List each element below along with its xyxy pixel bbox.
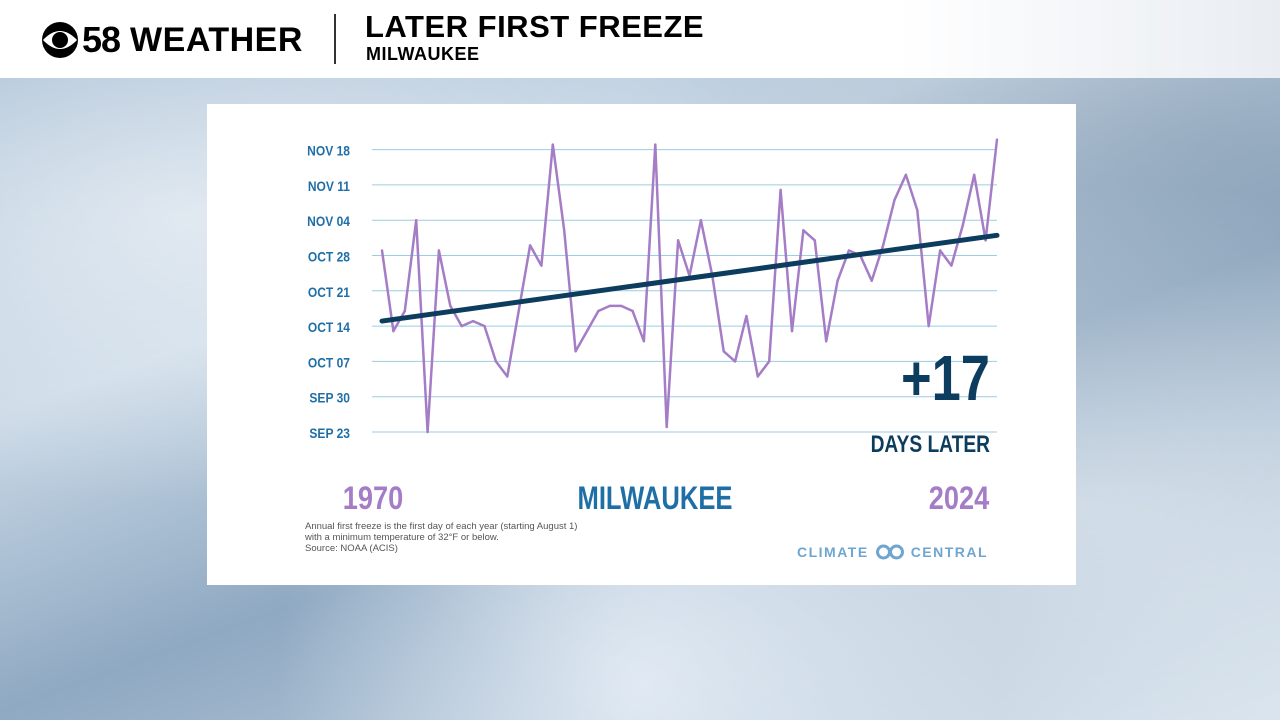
footnote-line: Annual first freeze is the first day of … — [305, 521, 578, 532]
data-point — [916, 208, 919, 212]
x-end-label: 2024 — [929, 481, 990, 517]
data-point — [995, 138, 999, 141]
data-point — [563, 229, 566, 232]
data-point — [745, 314, 748, 318]
data-point — [483, 324, 486, 328]
y-tick-label: OCT 28 — [308, 249, 350, 265]
chart-title: MILWAUKEE — [578, 481, 733, 516]
y-tick-label: NOV 04 — [307, 213, 350, 229]
data-point — [699, 219, 703, 222]
data-point — [847, 249, 851, 252]
data-point — [881, 244, 885, 247]
data-point — [984, 239, 987, 242]
data-point — [824, 340, 828, 343]
data-point — [597, 309, 600, 313]
climate-central-logo: CLIMATE CENTRAL — [797, 542, 988, 562]
data-point — [756, 375, 760, 378]
data-point — [540, 264, 543, 267]
data-point — [927, 324, 930, 328]
data-point — [392, 329, 395, 333]
x-start-label: 1970 — [343, 481, 403, 517]
footnote: Annual first freeze is the first day of … — [305, 521, 635, 554]
data-point — [665, 425, 668, 429]
data-point — [870, 279, 873, 282]
y-tick-label: OCT 14 — [308, 319, 351, 335]
data-point — [961, 224, 965, 227]
data-point — [938, 249, 942, 252]
data-point — [494, 360, 498, 363]
trend-change-unit: DAYS LATER — [871, 430, 991, 458]
page-subtitle: MILWAUKEE — [366, 44, 480, 64]
data-point — [551, 143, 555, 146]
data-point — [893, 198, 896, 202]
data-point — [619, 304, 623, 308]
data-point — [973, 173, 976, 177]
data-point — [802, 229, 805, 232]
logo-word-left: CLIMATE — [797, 544, 869, 560]
chart-card: SEP 23 SEP 30 OCT 07 OCT 14 OCT 21 OCT 28 NOV … — [207, 104, 1076, 585]
data-point — [779, 188, 782, 192]
data-point — [506, 375, 509, 378]
data-point — [437, 249, 441, 252]
y-tick-label: NOV 11 — [308, 178, 350, 194]
data-point — [813, 239, 816, 242]
data-point — [836, 279, 839, 282]
brand-number: 58 — [82, 19, 121, 60]
data-point — [768, 360, 771, 363]
data-point — [642, 340, 646, 343]
data-point — [380, 249, 384, 252]
y-tick-label: OCT 07 — [308, 355, 350, 371]
data-point — [460, 324, 463, 328]
data-point — [414, 219, 418, 222]
data-point — [790, 329, 794, 333]
station-logo: 58 WEATHER — [40, 18, 303, 62]
y-tick-label: NOV 18 — [307, 143, 350, 159]
footnote-line: with a minimum temperature of 32°F or be… — [305, 532, 499, 543]
brand-word: WEATHER — [130, 20, 303, 59]
y-tick-label: OCT 21 — [308, 284, 350, 300]
header-bar: 58 WEATHER LATER FIRST FREEZE MILWAUKEE — [0, 0, 1280, 78]
data-point — [403, 309, 406, 313]
data-point — [471, 319, 475, 323]
trend-line — [379, 232, 1000, 324]
trend-change-value: +17 — [901, 343, 990, 414]
data-point — [733, 360, 737, 363]
first-freeze-chart: SEP 23 SEP 30 OCT 07 OCT 14 OCT 21 OCT 28 NOV … — [307, 138, 1000, 517]
data-point — [517, 309, 520, 313]
data-point — [585, 329, 589, 333]
page-title: LATER FIRST FREEZE — [365, 9, 705, 44]
data-point — [426, 430, 429, 434]
logo-word-right: CENTRAL — [910, 544, 989, 560]
header-divider — [334, 14, 336, 64]
data-point — [950, 264, 953, 267]
data-point — [631, 309, 634, 313]
data-point — [722, 350, 725, 353]
y-tick-label: SEP 30 — [309, 390, 350, 406]
climate-central-mark-icon — [875, 544, 904, 560]
data-point — [528, 244, 532, 247]
cbs-eye-icon — [42, 22, 78, 58]
data-point — [654, 143, 657, 146]
y-tick-label: SEP 23 — [309, 425, 350, 441]
data-point — [676, 239, 680, 242]
footnote-source: Source: NOAA (ACIS) — [305, 543, 398, 554]
data-point — [574, 350, 577, 353]
data-point — [608, 304, 611, 308]
data-point — [904, 173, 908, 177]
data-point — [449, 304, 452, 308]
